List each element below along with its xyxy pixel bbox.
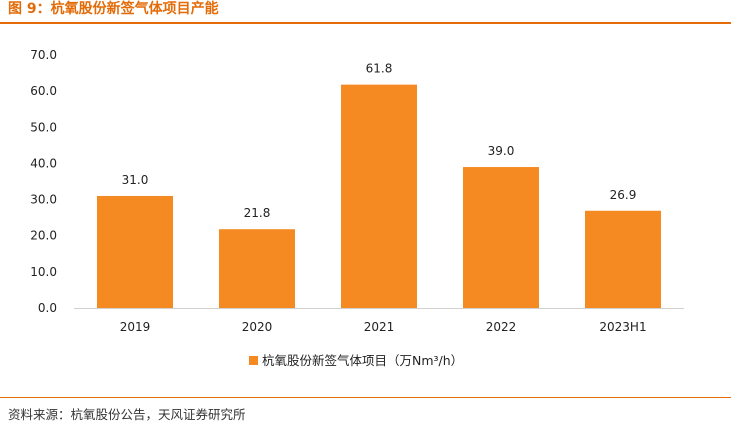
bar-2021 <box>341 84 417 308</box>
data-label: 39.0 <box>488 144 515 158</box>
legend-label: 杭氧股份新签气体项目（万Nm³/h） <box>262 353 463 368</box>
x-tick-label: 2022 <box>486 320 517 334</box>
title-divider <box>0 22 731 24</box>
y-tick-label: 10.0 <box>30 265 57 279</box>
bar-2023H1 <box>585 210 661 308</box>
data-label: 26.9 <box>610 188 637 202</box>
source-note: 资料来源：杭氧股份公告，天风证券研究所 <box>8 407 246 422</box>
bar-2020 <box>219 229 295 308</box>
data-label: 31.0 <box>122 173 149 187</box>
bar-2022 <box>463 167 539 308</box>
x-tick-label: 2020 <box>242 320 273 334</box>
y-tick-label: 40.0 <box>30 156 57 170</box>
data-label: 61.8 <box>366 62 393 76</box>
y-tick-label: 50.0 <box>30 120 57 134</box>
y-tick-label: 70.0 <box>30 48 57 62</box>
bar-2019 <box>97 195 173 308</box>
figure-title: 图 9：杭氧股份新签气体项目产能 <box>8 1 219 17</box>
y-tick-label: 20.0 <box>30 229 57 243</box>
footer-divider <box>0 397 731 398</box>
data-label: 21.8 <box>244 206 271 220</box>
bar-chart: 0.0 10.0 20.0 30.0 40.0 50.0 60.0 70.0 31.0 2019 2… <box>30 48 684 368</box>
x-tick-label: 2023H1 <box>599 320 646 334</box>
x-tick-label: 2021 <box>364 320 395 334</box>
y-tick-label: 0.0 <box>38 301 57 315</box>
y-tick-label: 60.0 <box>30 84 57 98</box>
legend-swatch <box>249 356 258 365</box>
x-tick-label: 2019 <box>120 320 151 334</box>
y-tick-label: 30.0 <box>30 193 57 207</box>
